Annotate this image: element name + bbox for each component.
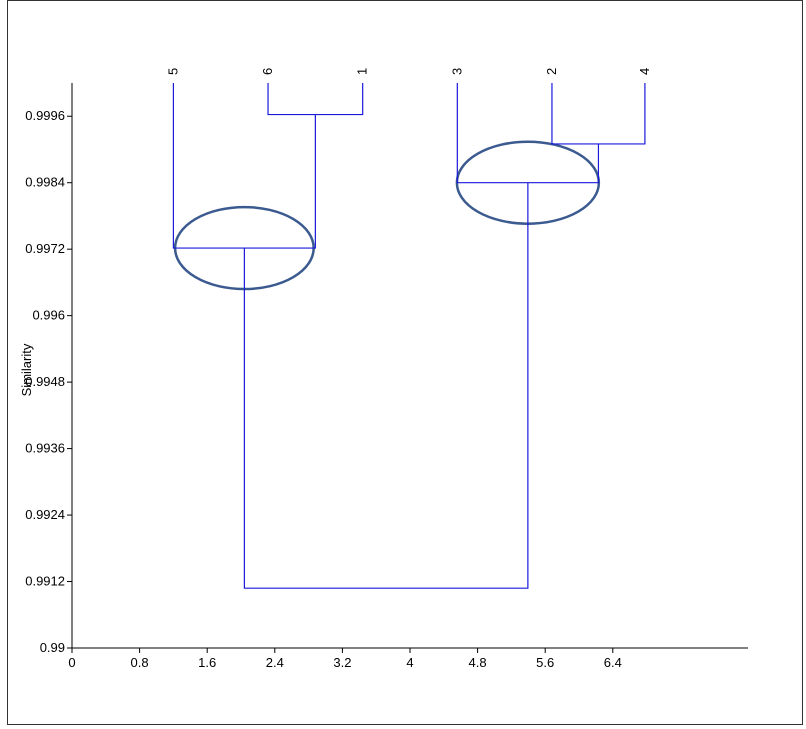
x-tick-label: 4.8 (469, 655, 487, 670)
tick-marks: 0 0.8 1.6 2.4 3.2 4 4.8 5.6 6.4 0.99 0.9912 0.9924 0… (25, 108, 622, 670)
leaf-label: 6 (260, 68, 275, 75)
leaf-label: 4 (637, 68, 652, 75)
leaf-label: 1 (355, 68, 370, 75)
x-tick-label: 0.8 (131, 655, 149, 670)
dendrogram-links (173, 83, 645, 588)
y-tick-label: 0.99 (40, 640, 65, 655)
dendrogram-link (268, 83, 363, 115)
y-tick-label: 0.9924 (25, 507, 65, 522)
highlight-ellipses (175, 142, 599, 289)
x-tick-label: 1.6 (198, 655, 216, 670)
y-tick-label: 0.9996 (25, 108, 65, 123)
leaf-label: 5 (165, 68, 180, 75)
dendrogram-link (457, 83, 598, 183)
y-tick-label: 0.9984 (25, 175, 65, 190)
dendrogram-link (173, 83, 315, 248)
y-tick-label: 0.9936 (25, 441, 65, 456)
y-tick-label: 0.9912 (25, 574, 65, 589)
x-tick-label: 0 (68, 655, 75, 670)
leaf-labels: 5 6 1 3 2 4 (165, 68, 652, 75)
x-tick-label: 4 (406, 655, 413, 670)
dendrogram-link (552, 83, 645, 144)
y-axis-title: Similarity (19, 343, 34, 396)
dendrogram-link (244, 183, 527, 588)
x-tick-label: 6.4 (604, 655, 622, 670)
x-tick-label: 3.2 (333, 655, 351, 670)
y-tick-label: 0.9972 (25, 241, 65, 256)
leaf-label: 2 (544, 68, 559, 75)
leaf-label: 3 (449, 68, 464, 75)
y-tick-label: 0.996 (32, 308, 65, 323)
x-tick-label: 5.6 (536, 655, 554, 670)
x-tick-label: 2.4 (266, 655, 284, 670)
